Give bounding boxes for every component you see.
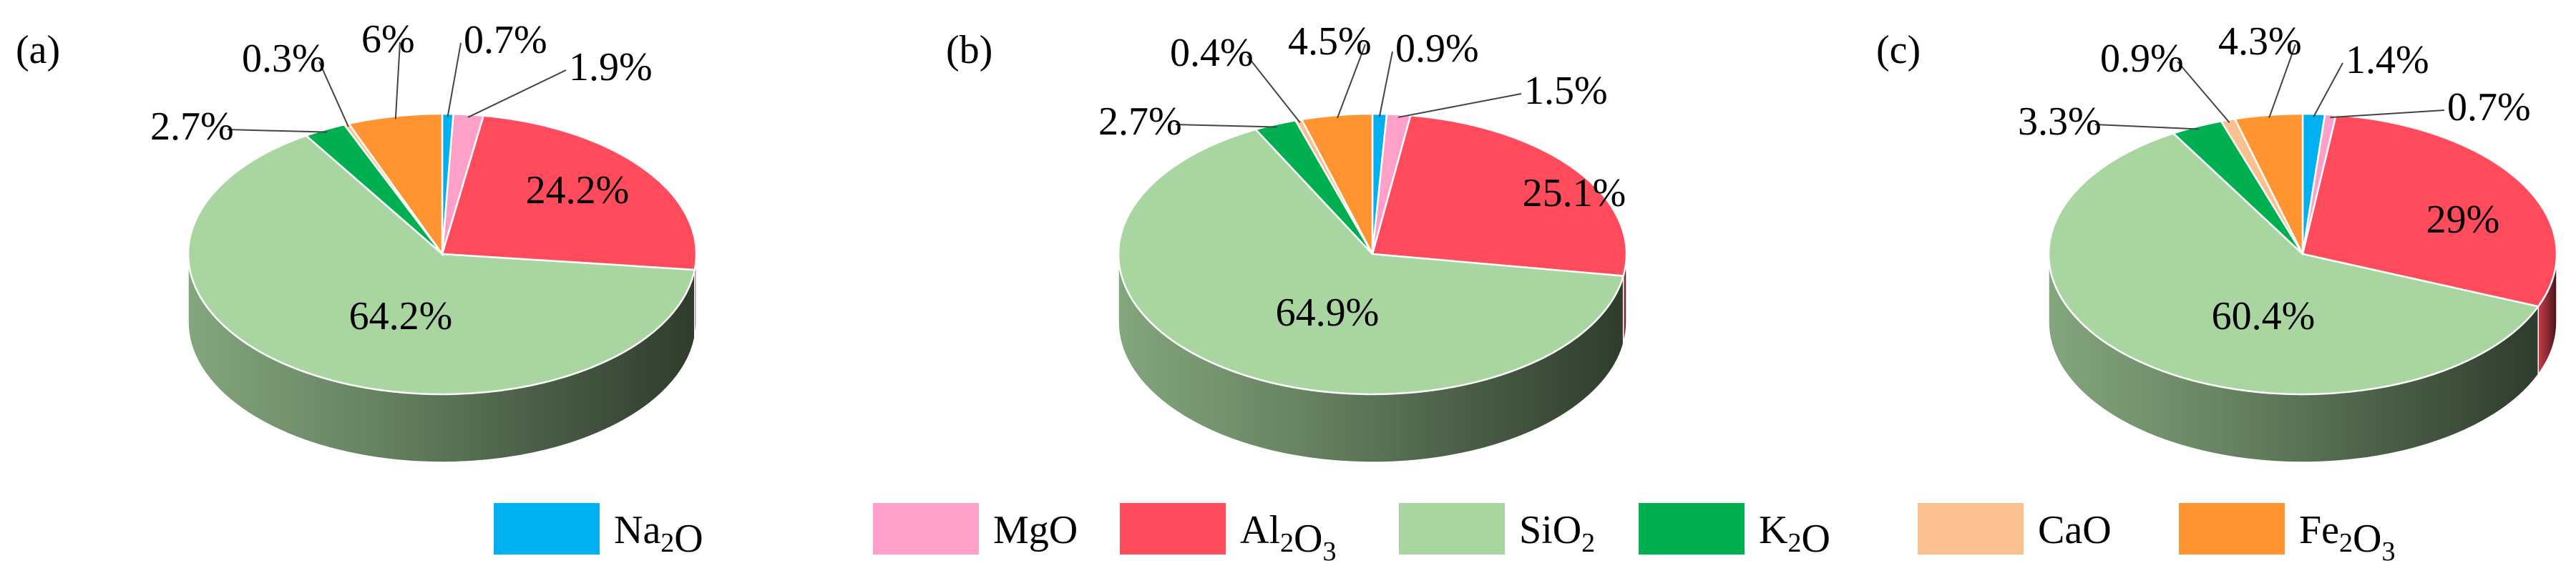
- data-label-Fe2O3: 6%: [361, 17, 415, 62]
- data-label-SiO2: 64.2%: [349, 294, 453, 338]
- slice-SiO2: [2047, 132, 2540, 396]
- data-label-Al2O3: 25.1%: [1523, 171, 1626, 215]
- pie-panel-c: (c) 1.4% 0.7% 29% 60.4% 3.3% 0.9% 4.3%: [1876, 19, 2558, 463]
- legend-label: MgO: [993, 508, 1078, 552]
- slice-Al2O3: [441, 114, 698, 271]
- slice-Fe2O3: [1300, 112, 1374, 255]
- legend-swatch: [2179, 503, 2285, 555]
- legend-label: K2O: [1759, 508, 1830, 561]
- data-label-Fe2O3: 4.3%: [2218, 19, 2302, 64]
- legend-label: Al2O3: [1240, 508, 1336, 567]
- legend-swatch: [1639, 503, 1745, 555]
- legend-label: Na2O: [614, 508, 703, 561]
- data-label-K2O: 3.3%: [2018, 99, 2102, 144]
- legend-label: SiO2: [1519, 508, 1595, 558]
- pie-panel-a: (a) 0.7% 1.9% 24.2% 64.2% 2.7%0.3% 6%: [16, 17, 698, 463]
- data-label-Fe2O3: 4.5%: [1288, 19, 1372, 64]
- slice-Fe2O3: [2233, 112, 2304, 255]
- leader-line-Fe2O3: [394, 42, 401, 119]
- pie-slices: [1117, 112, 1628, 396]
- legend-item-MgO: MgO: [873, 503, 1078, 555]
- leader-line-Na2O: [447, 42, 462, 117]
- panel-label: (b): [946, 28, 992, 72]
- leader-line-Fe2O3: [2268, 44, 2296, 119]
- pie-slices: [2047, 112, 2558, 396]
- slice-Al2O3: [2301, 114, 2558, 308]
- leader-line-Na2O: [2313, 62, 2343, 117]
- leader-line-CaO: [2177, 61, 2230, 124]
- legend-swatch: [1399, 503, 1505, 555]
- legend-swatch: [873, 503, 979, 555]
- panel-label: (a): [16, 28, 60, 72]
- data-label-SiO2: 64.9%: [1276, 290, 1380, 335]
- legend-item-K2O: K2O: [1639, 503, 1830, 561]
- legend-item-Na2O: Na2O: [494, 503, 703, 561]
- data-label-MgO: 1.9%: [569, 45, 653, 89]
- data-label-SiO2: 60.4%: [2212, 294, 2316, 338]
- data-label-Al2O3: 24.2%: [526, 168, 630, 213]
- legend-item-SiO2: SiO2: [1399, 503, 1595, 558]
- data-label-K2O: 2.7%: [150, 104, 234, 149]
- slice-Fe2O3: [347, 112, 444, 257]
- data-label-Na2O: 0.9%: [1395, 26, 1479, 71]
- legend-swatch: [494, 503, 600, 555]
- leader-line-MgO: [1397, 93, 1522, 118]
- slice-Al2O3: [1371, 114, 1628, 277]
- data-labels: 0.7% 1.9% 24.2% 64.2% 2.7%0.3% 6%: [150, 17, 653, 338]
- data-labels: 0.9% 1.5% 25.1% 64.9% 2.7% 0.4% 4.5%: [1098, 19, 1626, 335]
- legend-item-Al2O3: Al2O3: [1120, 503, 1336, 567]
- leader-line-CaO: [1246, 55, 1301, 123]
- data-labels: 1.4% 0.7% 29% 60.4% 3.3% 0.9% 4.3%: [2018, 19, 2531, 338]
- data-label-MgO: 0.7%: [2447, 85, 2531, 130]
- legend-item-Fe2O3: Fe2O3: [2179, 503, 2395, 567]
- pie-slices: [187, 112, 698, 396]
- pie-panel-b: (b) 0.9% 1.5% 25.1% 64.9% 2.7% 0.4% 4.5%: [946, 19, 1628, 463]
- leader-line-Fe2O3: [1337, 44, 1366, 119]
- leader-line-CaO: [318, 61, 349, 127]
- data-label-K2O: 2.7%: [1098, 99, 1182, 144]
- data-label-CaO: 0.4%: [1170, 31, 1254, 75]
- leader-line-Na2O: [1378, 51, 1393, 117]
- legend: Na2O MgO Al2O3 SiO2 K2O CaO Fe2O3: [494, 503, 2395, 567]
- data-label-CaO: 0.3%: [242, 36, 326, 81]
- slice-SiO2: [187, 135, 696, 396]
- slice-SiO2: [1117, 128, 1625, 396]
- legend-swatch: [1120, 503, 1226, 555]
- legend-item-CaO: CaO: [1918, 503, 2112, 555]
- panel-label: (c): [1876, 28, 1921, 72]
- legend-swatch: [1918, 503, 2024, 555]
- leader-line-MgO: [467, 69, 567, 118]
- leader-line-K2O: [2094, 124, 2199, 130]
- leader-line-K2O: [227, 129, 328, 133]
- data-label-Na2O: 1.4%: [2346, 38, 2429, 82]
- legend-label: Fe2O3: [2299, 508, 2395, 567]
- leader-line-K2O: [1175, 124, 1277, 128]
- data-label-Na2O: 0.7%: [464, 18, 547, 62]
- leader-line-MgO: [2330, 109, 2445, 119]
- data-label-CaO: 0.9%: [2100, 36, 2184, 81]
- data-label-MgO: 1.5%: [1524, 69, 1608, 113]
- data-label-Al2O3: 29%: [2426, 197, 2500, 242]
- legend-label: CaO: [2038, 508, 2112, 552]
